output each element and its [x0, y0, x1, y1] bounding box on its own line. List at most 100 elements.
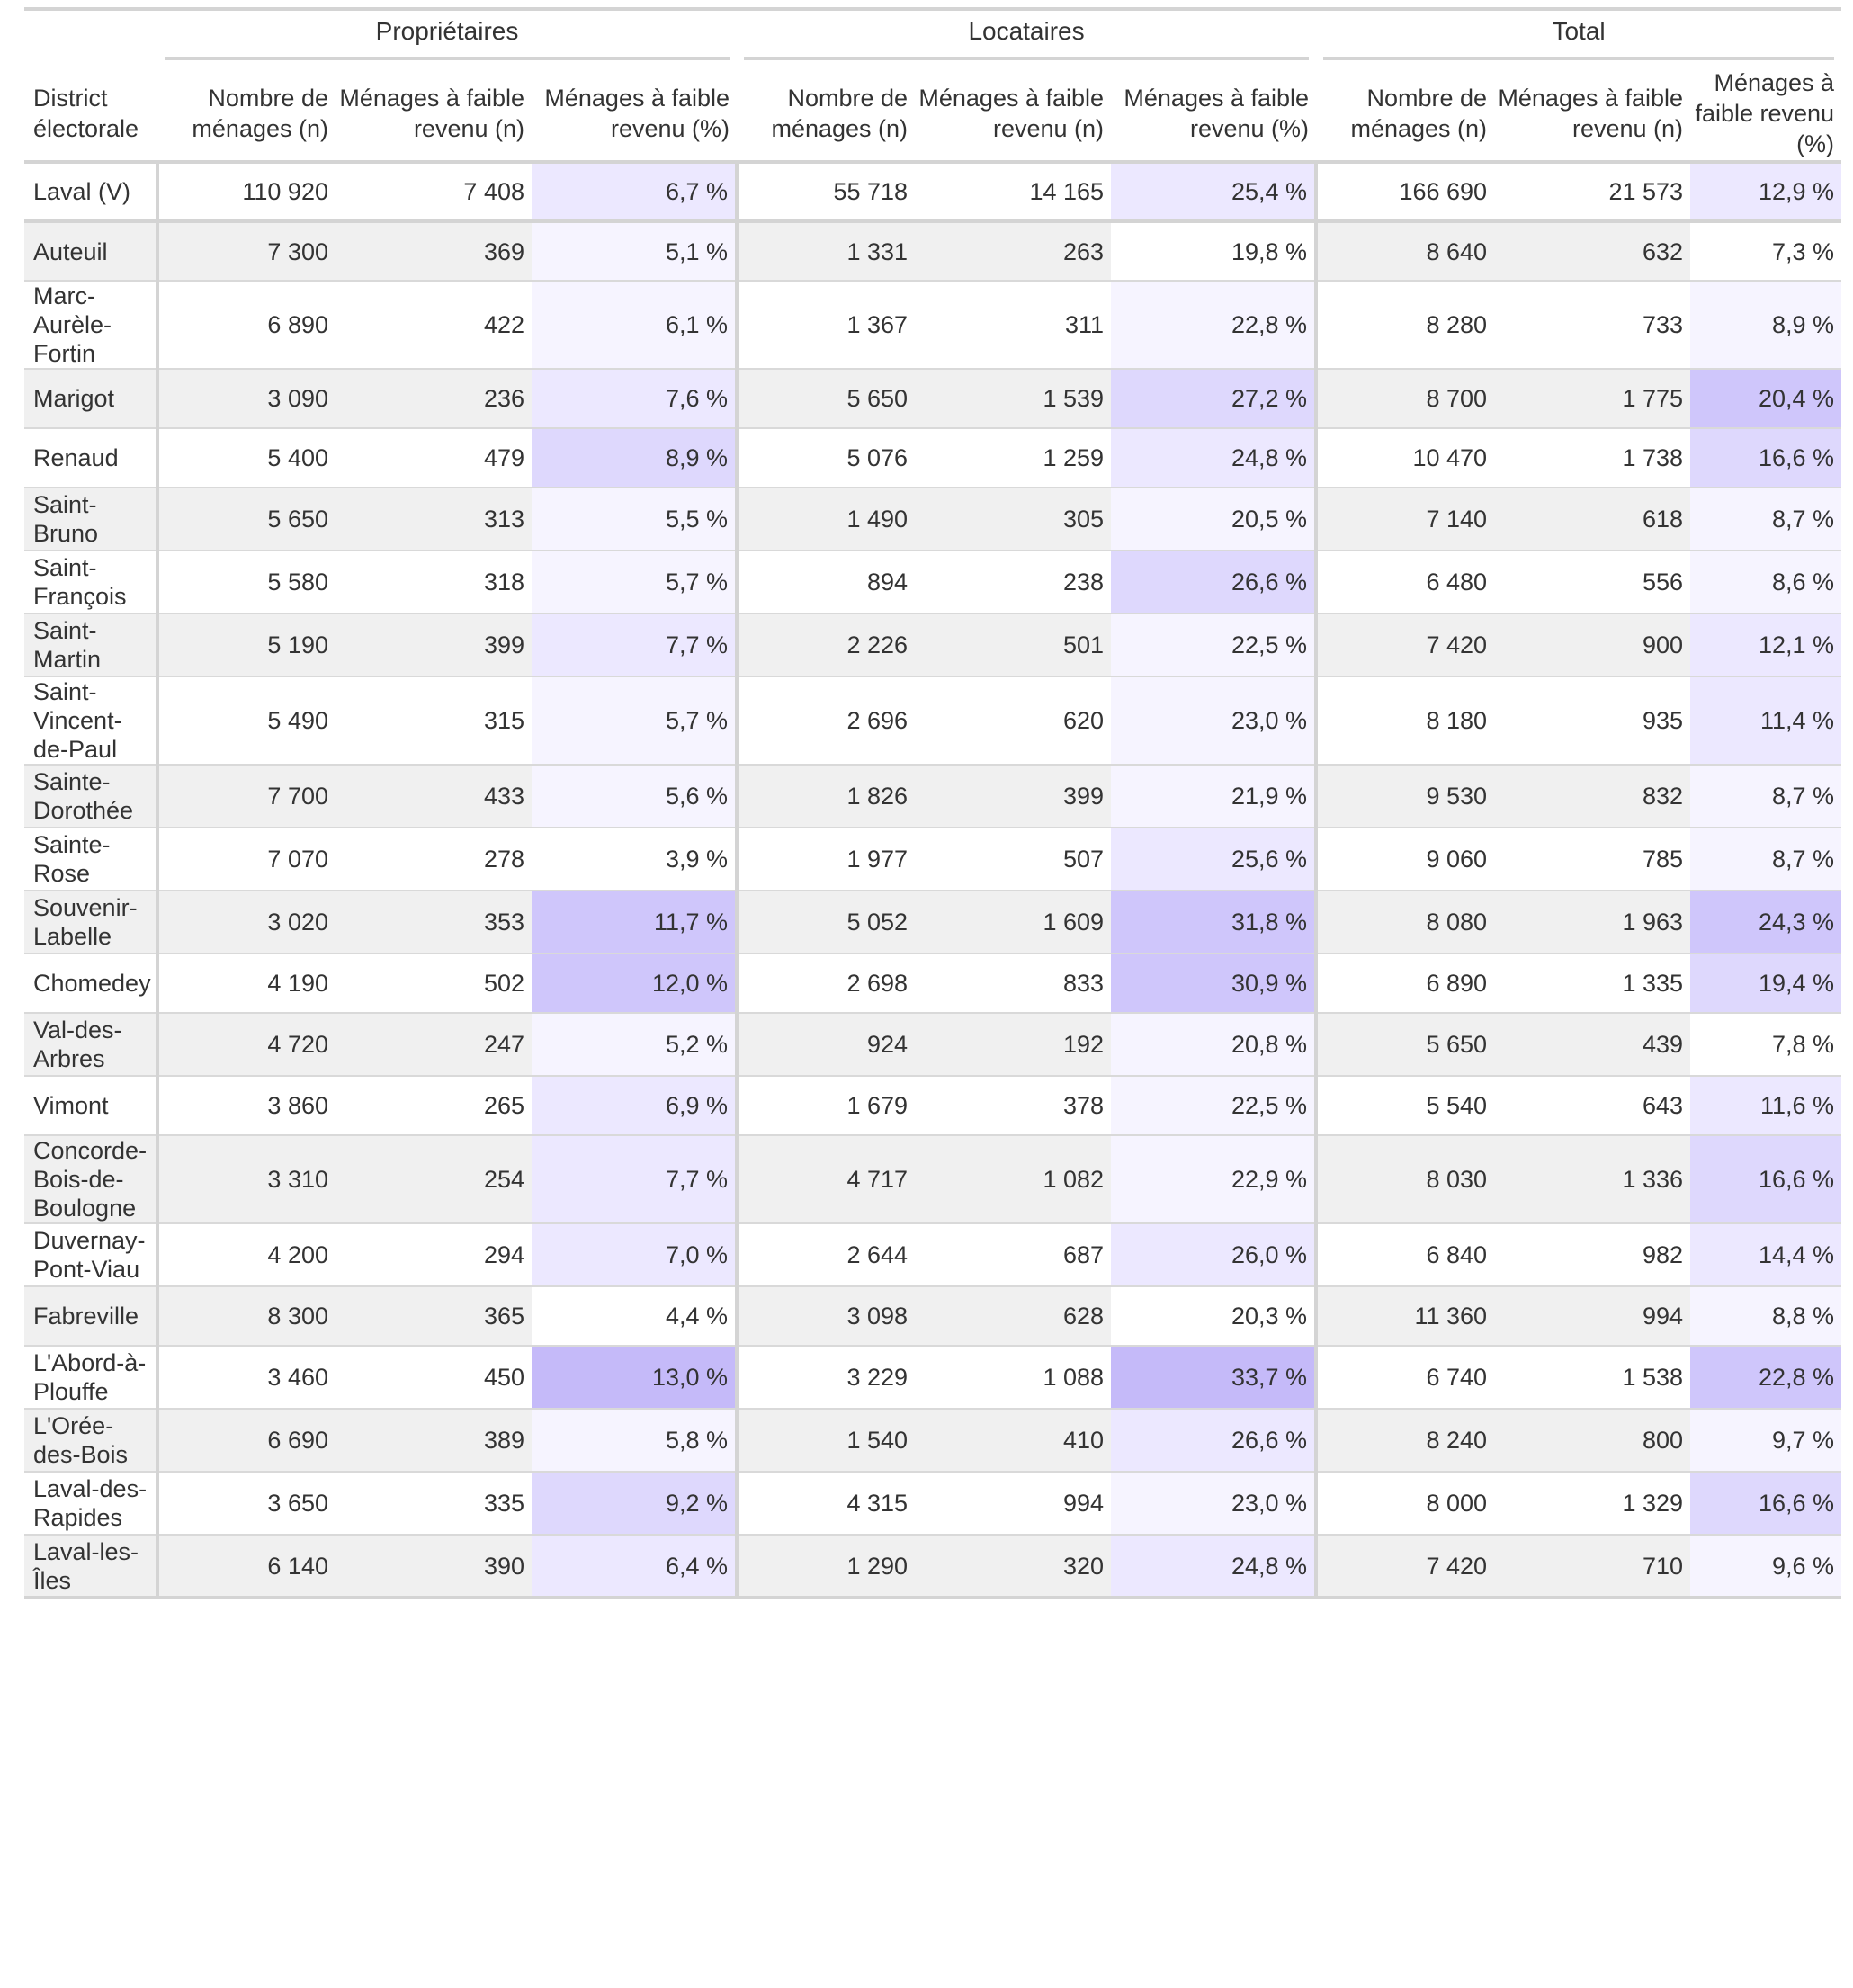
- cell-total-low-pct: 7,8 %: [1690, 1013, 1842, 1077]
- cell-total-count: 8 240: [1316, 1409, 1495, 1473]
- cell-renters-low-n: 687: [915, 1223, 1112, 1287]
- cell-total-count: 166 690: [1316, 162, 1495, 223]
- cell-renters-low-n: 14 165: [915, 162, 1112, 223]
- cell-total-low-pct: 19,4 %: [1690, 954, 1842, 1014]
- column-header-renters-low-pct: Ménages à faible revenu (%): [1111, 67, 1317, 164]
- table-row: Laval-les-Îles 6 140 390 6,4 % 1 290 320 24,8 …: [24, 1535, 1842, 1599]
- row-district-name: Fabreville: [24, 1286, 159, 1347]
- row-district-name: Vimont: [24, 1076, 159, 1136]
- cell-owners-low-pct: 7,7 %: [532, 1135, 739, 1224]
- cell-renters-low-pct: 31,8 %: [1111, 891, 1319, 954]
- cell-owners-count: 3 460: [157, 1346, 336, 1410]
- row-district-name: Laval-des-Rapides: [24, 1472, 159, 1536]
- cell-renters-low-n: 399: [915, 765, 1112, 828]
- cell-total-low-n: 1 963: [1494, 891, 1691, 954]
- cell-renters-count: 2 226: [737, 613, 916, 677]
- cell-renters-count: 1 490: [737, 488, 916, 551]
- table-row: Concorde-Bois-de-Boulogne 3 310 254 7,7 % 4 …: [24, 1135, 1842, 1224]
- cell-owners-low-pct: 6,9 %: [532, 1076, 739, 1136]
- cell-total-count: 11 360: [1316, 1286, 1495, 1347]
- cell-renters-count: 1 540: [737, 1409, 916, 1473]
- cell-owners-low-pct: 7,0 %: [532, 1223, 739, 1287]
- row-district-name: Saint-François: [24, 551, 159, 614]
- cell-renters-count: 55 718: [737, 162, 916, 223]
- cell-total-count: 7 140: [1316, 488, 1495, 551]
- group-renters-label: Locataires: [744, 17, 1310, 60]
- cell-owners-low-n: 422: [336, 281, 532, 370]
- cell-renters-low-n: 620: [915, 676, 1112, 766]
- cell-renters-count: 1 367: [737, 281, 916, 370]
- table-row: Souvenir-Labelle 3 020 353 11,7 % 5 052 1 609…: [24, 891, 1842, 954]
- cell-renters-low-n: 192: [915, 1013, 1112, 1077]
- cell-renters-low-pct: 22,8 %: [1111, 281, 1319, 370]
- cell-owners-low-n: 313: [336, 488, 532, 551]
- cell-owners-low-n: 399: [336, 613, 532, 677]
- table-row: Duvernay-Pont-Viau 4 200 294 7,0 % 2 644 687 2…: [24, 1223, 1842, 1287]
- cell-total-count: 8 080: [1316, 891, 1495, 954]
- cell-owners-low-n: 7 408: [336, 162, 532, 223]
- column-header-row: District électorale Nombre de ménages (n…: [24, 67, 1842, 164]
- cell-owners-count: 5 190: [157, 613, 336, 677]
- cell-renters-low-n: 1 082: [915, 1135, 1112, 1224]
- table-row: Saint-Vincent-de-Paul 5 490 315 5,7 % 2 696 6…: [24, 676, 1842, 766]
- table-row: Val-des-Arbres 4 720 247 5,2 % 924 192 20,8 % 5…: [24, 1013, 1842, 1077]
- cell-renters-low-pct: 23,0 %: [1111, 1472, 1319, 1536]
- row-district-name: Sainte-Rose: [24, 828, 159, 891]
- table-row: L'Abord-à-Plouffe 3 460 450 13,0 % 3 229 1 08…: [24, 1346, 1842, 1410]
- row-district-name: Saint-Vincent-de-Paul: [24, 676, 159, 766]
- cell-renters-count: 4 315: [737, 1472, 916, 1536]
- cell-owners-low-n: 335: [336, 1472, 532, 1536]
- cell-total-low-n: 1 335: [1494, 954, 1691, 1014]
- table-row: L'Orée-des-Bois 6 690 389 5,8 % 1 540 410 26,6…: [24, 1409, 1842, 1473]
- cell-owners-count: 110 920: [157, 162, 336, 223]
- cell-renters-low-pct: 30,9 %: [1111, 954, 1319, 1014]
- cell-owners-low-pct: 8,9 %: [532, 428, 739, 488]
- cell-renters-low-pct: 25,6 %: [1111, 828, 1319, 891]
- cell-owners-low-n: 265: [336, 1076, 532, 1136]
- cell-total-low-pct: 16,6 %: [1690, 1135, 1842, 1224]
- row-district-name: Sainte-Dorothée: [24, 765, 159, 828]
- cell-owners-low-pct: 6,1 %: [532, 281, 739, 370]
- cell-renters-low-pct: 19,8 %: [1111, 221, 1319, 282]
- cell-total-low-n: 900: [1494, 613, 1691, 677]
- cell-renters-low-pct: 22,5 %: [1111, 1076, 1319, 1136]
- cell-renters-low-n: 410: [915, 1409, 1112, 1473]
- table-row: Saint-Martin 5 190 399 7,7 % 2 226 501 22,5 % 7…: [24, 613, 1842, 677]
- column-header-owners-count: Nombre de ménages (n): [157, 67, 336, 164]
- cell-renters-low-n: 305: [915, 488, 1112, 551]
- cell-renters-low-pct: 24,8 %: [1111, 1535, 1319, 1599]
- row-district-name: Val-des-Arbres: [24, 1013, 159, 1077]
- cell-renters-count: 924: [737, 1013, 916, 1077]
- cell-total-low-pct: 7,3 %: [1690, 221, 1842, 282]
- cell-total-low-n: 982: [1494, 1223, 1691, 1287]
- group-owners-label: Propriétaires: [165, 17, 730, 60]
- cell-total-low-n: 1 329: [1494, 1472, 1691, 1536]
- table-row: Laval (V) 110 920 7 408 6,7 % 55 718 14 165 25…: [24, 162, 1842, 223]
- cell-total-count: 10 470: [1316, 428, 1495, 488]
- cell-renters-low-n: 311: [915, 281, 1112, 370]
- cell-owners-low-n: 433: [336, 765, 532, 828]
- cell-owners-low-pct: 5,5 %: [532, 488, 739, 551]
- cell-owners-low-pct: 12,0 %: [532, 954, 739, 1014]
- cell-total-low-n: 710: [1494, 1535, 1691, 1599]
- cell-owners-low-n: 353: [336, 891, 532, 954]
- group-header-total: Total: [1316, 7, 1842, 67]
- cell-renters-low-pct: 26,6 %: [1111, 551, 1319, 614]
- cell-total-count: 8 030: [1316, 1135, 1495, 1224]
- cell-owners-low-pct: 5,8 %: [532, 1409, 739, 1473]
- cell-total-low-n: 632: [1494, 221, 1691, 282]
- cell-owners-low-n: 294: [336, 1223, 532, 1287]
- cell-total-low-n: 1 775: [1494, 369, 1691, 429]
- cell-renters-count: 1 826: [737, 765, 916, 828]
- table-row: Laval-des-Rapides 3 650 335 9,2 % 4 315 994 23…: [24, 1472, 1842, 1536]
- cell-renters-low-n: 507: [915, 828, 1112, 891]
- cell-renters-count: 5 076: [737, 428, 916, 488]
- cell-owners-low-pct: 5,6 %: [532, 765, 739, 828]
- cell-total-low-pct: 11,4 %: [1690, 676, 1842, 766]
- cell-total-low-pct: 20,4 %: [1690, 369, 1842, 429]
- row-district-name: Marigot: [24, 369, 159, 429]
- cell-total-low-pct: 8,9 %: [1690, 281, 1842, 370]
- cell-renters-count: 1 331: [737, 221, 916, 282]
- row-district-name: Laval (V): [24, 162, 159, 223]
- group-header-empty: [24, 7, 157, 67]
